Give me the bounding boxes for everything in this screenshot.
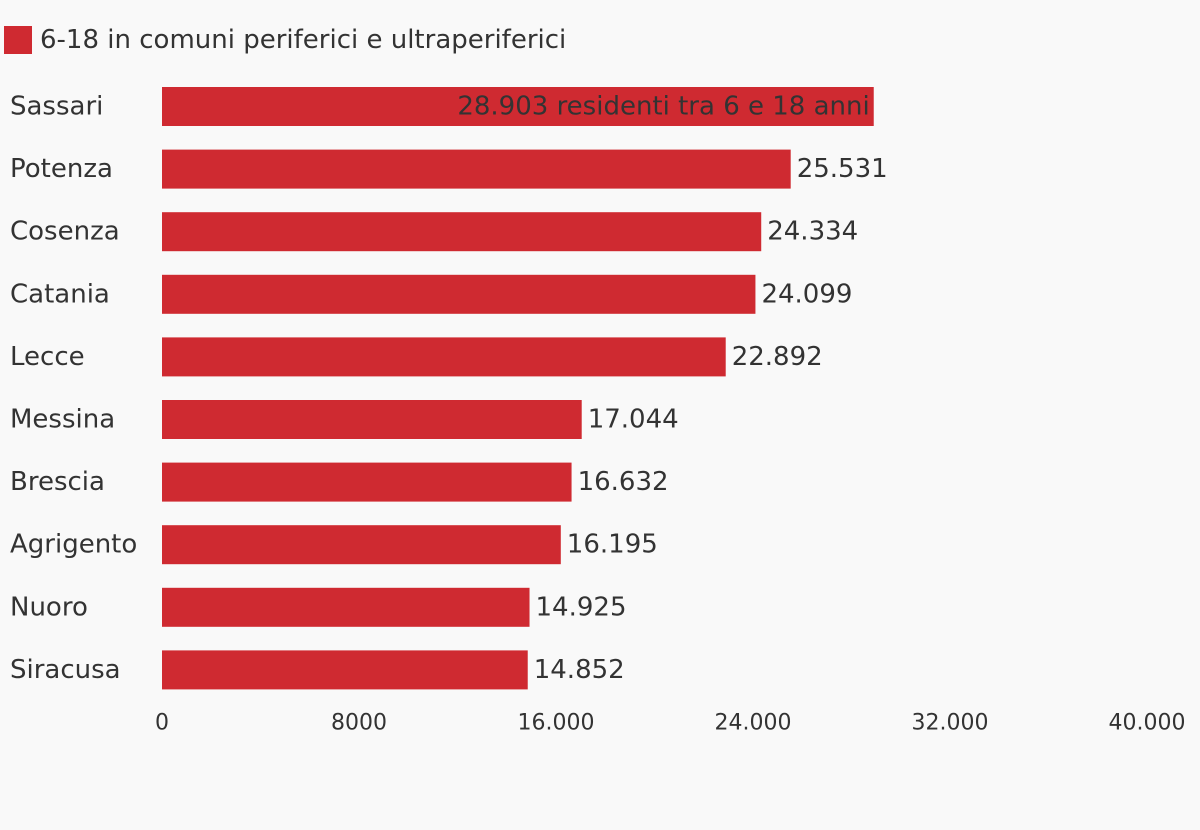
category-label: Nuoro [10,592,88,622]
x-tick-label: 16.000 [518,711,595,736]
bar [162,212,762,252]
value-label: 14.852 [534,655,625,685]
bar [162,87,874,126]
bar [162,274,756,314]
bar [162,650,528,690]
value-label: 14.925 [536,592,627,622]
bar [162,587,530,627]
value-label: 25.531 [797,154,888,184]
x-tick-label: 40.000 [1109,711,1186,736]
category-label: Brescia [10,467,105,497]
category-label: Potenza [10,154,113,184]
bar [162,462,572,502]
x-tick-label: 24.000 [715,711,792,736]
x-tick-label: 32.000 [912,711,989,736]
bar [162,400,582,439]
bar [162,149,791,189]
value-label: 24.099 [761,279,852,309]
legend: 6-18 in comuni periferici e ultraperifer… [4,22,566,58]
category-label: Messina [10,405,115,435]
x-tick-label: 8000 [331,711,387,736]
bar [162,525,561,565]
value-label: 16.632 [578,467,669,497]
category-label: Lecce [10,342,85,372]
category-label: Siracusa [10,655,121,685]
value-label: 16.195 [567,530,658,560]
value-label: 22.892 [732,342,823,372]
x-tick-label: 0 [155,711,169,736]
value-label: 28.903 residenti tra 6 e 18 anni [457,92,869,122]
bar [162,337,726,377]
category-label: Agrigento [10,530,137,560]
value-label: 24.334 [767,217,858,247]
value-label: 17.044 [588,405,679,435]
category-label: Cosenza [10,217,120,247]
category-label: Catania [10,279,110,309]
legend-swatch [4,26,32,54]
legend-label: 6-18 in comuni periferici e ultraperifer… [40,25,567,55]
category-label: Sassari [10,92,103,122]
